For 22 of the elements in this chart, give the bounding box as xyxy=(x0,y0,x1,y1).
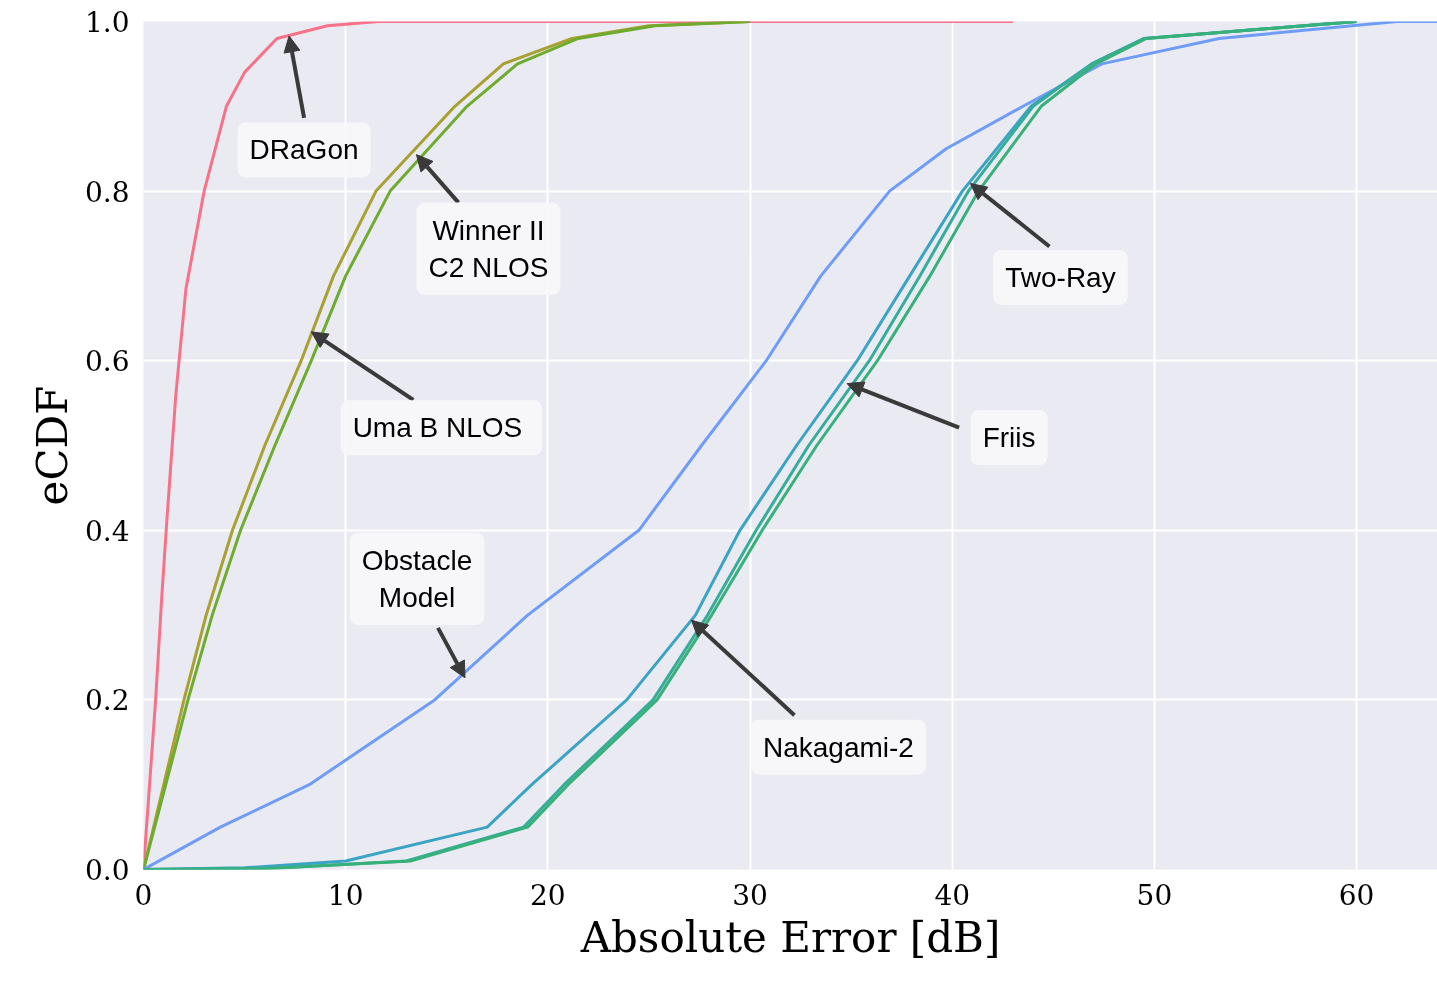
annotation: Friis xyxy=(982,422,1036,454)
x-tick-label: 50 xyxy=(1136,878,1173,912)
y-tick-label: 0.6 xyxy=(84,345,130,379)
x-tick-label: 0 xyxy=(134,878,153,912)
y-axis-title: eCDF xyxy=(27,385,77,506)
annotation: Winner II C2 NLOS xyxy=(428,214,549,283)
y-tick-label: 0.8 xyxy=(84,175,130,209)
y-tick-label: 0.0 xyxy=(84,854,130,887)
x-tick-label: 40 xyxy=(934,878,971,912)
y-tick-label: 1.0 xyxy=(84,6,130,39)
x-tick-label: 20 xyxy=(530,878,566,912)
annotation: Uma B NLOS xyxy=(352,412,523,444)
x-axis-title: Absolute Error [dB] xyxy=(579,912,1001,962)
x-tick-label: 30 xyxy=(732,878,768,912)
annotation: Two-Ray xyxy=(1005,261,1116,293)
annotation: DRaGon xyxy=(249,134,359,166)
annotation: Obstacle Model xyxy=(361,544,473,613)
annotation: Nakagami-2 xyxy=(762,731,914,763)
y-tick-label: 0.2 xyxy=(84,684,130,718)
x-tick-label: 60 xyxy=(1338,878,1375,912)
y-tick-label: 0.4 xyxy=(84,514,130,548)
x-tick-label: 10 xyxy=(327,878,364,912)
